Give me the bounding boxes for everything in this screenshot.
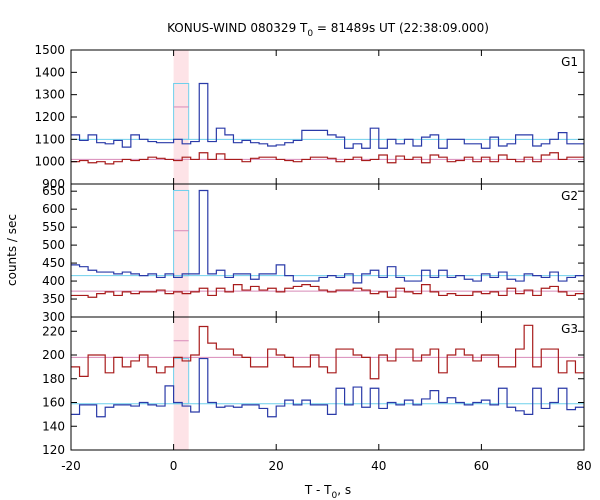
y-tick-label: 180: [42, 372, 65, 386]
trigger-interval-band: [173, 50, 189, 450]
panel-series: [71, 324, 584, 418]
y-tick-label: 1000: [34, 155, 65, 169]
red-lightcurve: [71, 324, 584, 380]
panel-g3: 120 140 160 180 200 220 G3: [42, 316, 585, 457]
blue-lightcurve: [71, 189, 584, 284]
y-tick-label: 1300: [34, 88, 65, 102]
y-tick-label: 200: [42, 348, 65, 362]
x-tick-label: 0: [170, 459, 178, 473]
y-tick-label: 220: [42, 324, 65, 338]
y-tick-label: 120: [42, 443, 65, 457]
blue-lightcurve: [71, 357, 584, 418]
y-tick-label: 300: [42, 310, 65, 324]
plot-area: 900100011001200130014001500G130035040045…: [34, 43, 591, 473]
y-tick-label: 450: [42, 256, 65, 270]
y-tick-label: 1200: [34, 110, 65, 124]
y-tick-label: 600: [42, 202, 65, 216]
y-tick-label: 550: [42, 220, 65, 234]
y-axis-label: counts / sec: [5, 214, 19, 286]
panel-g2: 300 350 400 450 500 550 600 650 G2: [42, 183, 585, 324]
x-axis-label: T - T0, s: [304, 483, 351, 500]
y-tick-label: 140: [42, 419, 65, 433]
x-tick-label: 40: [371, 459, 386, 473]
y-tick-label: 1400: [34, 65, 65, 79]
y-tick-label: 900: [42, 177, 65, 191]
y-tick-label: 650: [42, 184, 65, 198]
y-tick-label: 160: [42, 396, 65, 410]
y-tick-label: 400: [42, 274, 65, 288]
panel-label: G1: [561, 55, 578, 69]
peak-bin-outline: [173, 358, 190, 405]
panel-frame: [70, 316, 585, 451]
y-tick-label: 500: [42, 238, 65, 252]
chart-title: KONUS-WIND 080329 T0 = 81489s UT (22:38:…: [167, 21, 489, 39]
x-tick-label: -20: [61, 459, 81, 473]
x-tick-label: 20: [269, 459, 284, 473]
panel-series: [71, 189, 584, 298]
x-tick-label: 80: [576, 459, 591, 473]
x-tick-label: 60: [474, 459, 489, 473]
panel-series: [71, 82, 584, 165]
blue-lightcurve: [71, 82, 584, 149]
red-lightcurve: [71, 284, 584, 298]
panel-label: G2: [561, 189, 578, 203]
red-lightcurve: [71, 152, 584, 165]
y-tick-label: 1100: [34, 132, 65, 146]
y-tick-label: 1500: [34, 43, 65, 57]
peak-bin-outline: [173, 189, 190, 277]
y-tick-label: 350: [42, 292, 65, 306]
panel-label: G3: [561, 322, 578, 336]
